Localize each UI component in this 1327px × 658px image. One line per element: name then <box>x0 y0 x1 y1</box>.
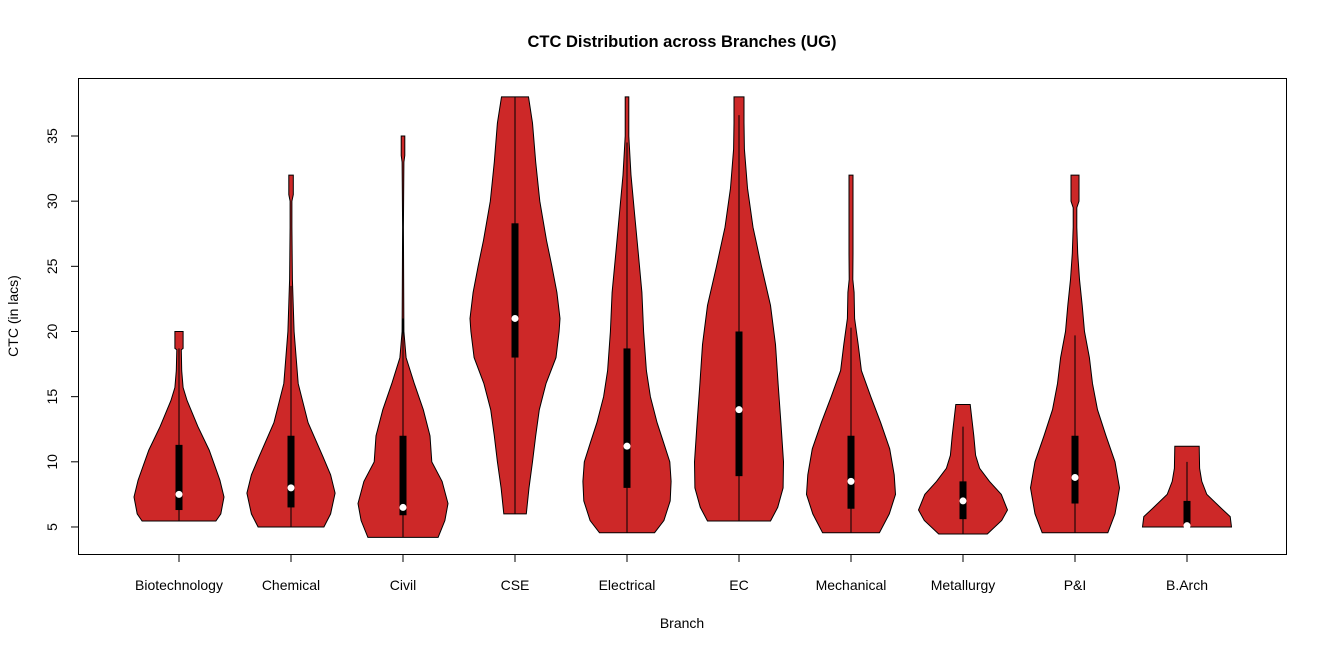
median-point <box>959 497 967 505</box>
violin-9 <box>1141 445 1233 530</box>
median-point <box>1183 522 1191 530</box>
violin-0 <box>133 331 225 522</box>
iqr-box <box>287 435 295 508</box>
violin-2 <box>357 135 449 538</box>
median-point <box>847 477 855 485</box>
violin-4 <box>582 96 672 534</box>
y-axis: 5 10 15 20 25 30 35 <box>44 128 78 531</box>
x-tick-label: EC <box>729 577 748 593</box>
median-point <box>1071 473 1079 481</box>
x-tick-label: Civil <box>390 577 416 593</box>
iqr-box <box>1071 435 1079 504</box>
median-point <box>287 484 295 492</box>
median-point <box>175 490 183 498</box>
x-tick-label: Chemical <box>262 577 320 593</box>
violin-3 <box>469 96 561 515</box>
x-axis: Biotechnology Chemical Civil CSE Electrical E… <box>135 555 1208 593</box>
x-axis-label: Branch <box>660 615 704 631</box>
chart-title: CTC Distribution across Branches (UG) <box>528 33 837 51</box>
y-tick-label: 10 <box>44 454 60 470</box>
violin-8 <box>1029 174 1121 534</box>
iqr-box <box>511 223 519 358</box>
median-point <box>511 314 519 322</box>
x-tick-label: P&I <box>1064 577 1087 593</box>
iqr-box <box>399 435 407 516</box>
x-tick-label: Metallurgy <box>931 577 996 593</box>
iqr-box <box>1183 500 1191 525</box>
median-point <box>399 503 407 511</box>
violin-1 <box>246 174 336 528</box>
x-tick-label: Electrical <box>599 577 656 593</box>
y-tick-label: 5 <box>44 523 60 531</box>
iqr-box <box>735 331 743 477</box>
violin-5 <box>693 96 785 522</box>
violin-7 <box>917 404 1009 535</box>
median-point <box>735 406 743 414</box>
y-tick-label: 20 <box>44 323 60 339</box>
violin-6 <box>805 174 897 534</box>
iqr-box <box>623 348 631 488</box>
x-tick-label: Mechanical <box>816 577 887 593</box>
median-point <box>623 442 631 450</box>
iqr-box <box>847 435 855 509</box>
x-tick-label: Biotechnology <box>135 577 223 593</box>
x-tick-label: B.Arch <box>1166 577 1208 593</box>
y-tick-label: 25 <box>44 258 60 274</box>
iqr-box <box>175 444 183 511</box>
plot-frame <box>78 78 1287 555</box>
violins <box>133 96 1233 538</box>
y-tick-label: 15 <box>44 389 60 405</box>
y-tick-label: 30 <box>44 193 60 209</box>
x-tick-label: CSE <box>501 577 530 593</box>
y-tick-label: 35 <box>44 128 60 144</box>
y-axis-label: CTC (in lacs) <box>5 275 21 357</box>
